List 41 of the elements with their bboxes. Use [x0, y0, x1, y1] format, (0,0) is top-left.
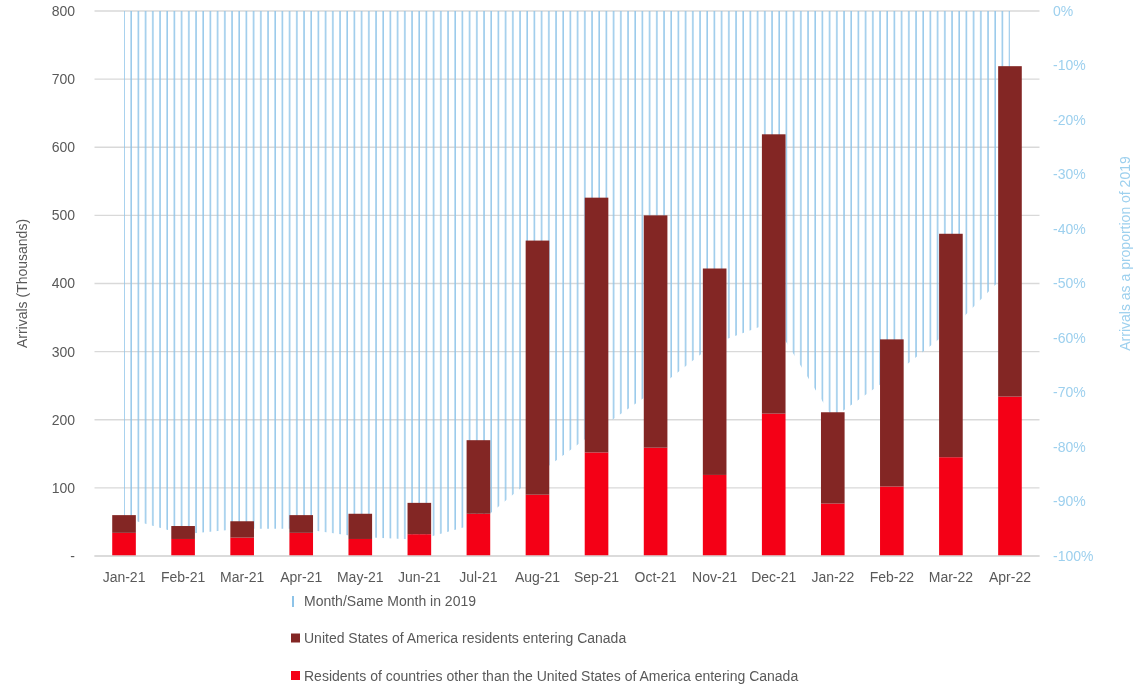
x-tick-label: Nov-21: [692, 569, 738, 585]
x-tick-label: Dec-21: [751, 569, 797, 585]
y2-tick-label: -30%: [1053, 166, 1086, 183]
y-axis-title: Arrivals (Thousands): [14, 218, 30, 349]
y2-tick-label: -60%: [1053, 329, 1086, 346]
x-tick-label: Mar-22: [928, 569, 974, 585]
legend-label: United States of America residents entering Canada: [304, 630, 627, 646]
y-tick-label: -: [70, 547, 76, 564]
x-tick-label: Sep-21: [573, 569, 620, 585]
x-tick-label: May-21: [336, 569, 384, 585]
x-tick-label: Aug-21: [514, 569, 561, 585]
x-tick-label: Feb-22: [869, 569, 915, 585]
x-tick-label: Jun-21: [397, 569, 441, 585]
y-tick-label: 800: [51, 2, 76, 19]
legend-label: Residents of countries other than the United States of America entering Canada: [304, 667, 799, 684]
y2-axis-title: Arrivals as a proportion of 2019: [1117, 156, 1133, 351]
x-tick-label: Mar-21: [219, 569, 265, 585]
x-tick-label: Jan-22: [811, 569, 855, 585]
y2-tick-label: -100%: [1053, 547, 1094, 564]
x-tick-label: Oct-21: [634, 569, 677, 585]
y-tick-label: 100: [51, 479, 76, 496]
y2-tick-label: -20%: [1053, 111, 1086, 128]
y2-tick-label: -80%: [1053, 438, 1086, 455]
legend-label: Month/Same Month in 2019: [304, 592, 477, 609]
x-tick-label: Apr-22: [988, 569, 1032, 585]
y-tick-label: 600: [51, 139, 76, 156]
y-tick-label: 300: [51, 343, 76, 360]
y2-tick-label: -50%: [1053, 275, 1086, 292]
y2-tick-label: -40%: [1053, 220, 1086, 237]
y2-tick-label: -70%: [1053, 384, 1086, 401]
x-tick-label: Jan-21: [102, 569, 146, 585]
y2-tick-label: -10%: [1053, 57, 1086, 74]
y-tick-label: 200: [51, 411, 76, 428]
y2-tick-label: 0%: [1053, 2, 1074, 19]
x-tick-label: Feb-21: [160, 569, 206, 585]
y-tick-label: 400: [51, 275, 76, 292]
x-tick-label: Jul-21: [459, 569, 498, 585]
y-tick-label: 500: [51, 207, 76, 224]
x-tick-label: Apr-21: [280, 569, 323, 585]
y-tick-label: 700: [51, 71, 76, 88]
y2-tick-label: -90%: [1053, 493, 1086, 510]
